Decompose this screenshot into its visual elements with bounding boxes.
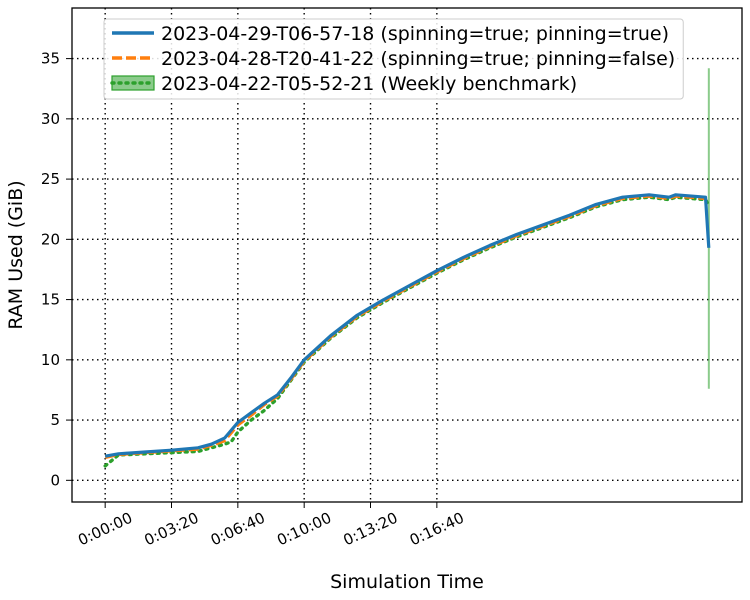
series-line-0 <box>104 193 711 458</box>
legend: 2023-04-29-T06-57-18 (spinning=true; pin… <box>103 18 684 100</box>
y-tick-label: 20 <box>41 230 60 248</box>
legend-box <box>103 18 684 100</box>
y-tick-label: 30 <box>41 110 60 128</box>
legend-label: 2023-04-22-T05-52-21 (Weekly benchmark) <box>161 73 577 95</box>
y-tick-label: 5 <box>50 411 60 429</box>
legend-item-2: 2023-04-22-T05-52-21 (Weekly benchmark) <box>110 73 577 95</box>
y-tick-label: 0 <box>50 471 60 489</box>
legend-item-1: 2023-04-28-T20-41-22 (spinning=true; pin… <box>112 48 675 70</box>
axes-frame <box>71 7 743 503</box>
y-tick-label: 25 <box>41 170 60 188</box>
y-axis-label: RAM Used (GiB) <box>5 180 27 329</box>
y-tick-label: 15 <box>41 291 60 309</box>
legend-label: 2023-04-28-T20-41-22 (spinning=true; pin… <box>161 48 675 70</box>
series-layer <box>103 68 711 468</box>
y-tick-label: 35 <box>41 50 60 68</box>
x-axis-label: Simulation Time <box>330 571 484 593</box>
y-tick-label: 10 <box>41 351 60 369</box>
legend-label: 2023-04-29-T06-57-18 (spinning=true; pin… <box>161 23 669 45</box>
legend-item-0: 2023-04-29-T06-57-18 (spinning=true; pin… <box>112 23 669 45</box>
